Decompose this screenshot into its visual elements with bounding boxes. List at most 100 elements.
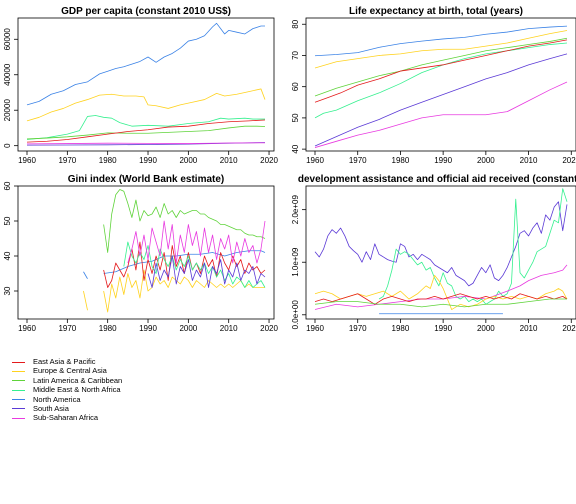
life-exp-x-tick-label: 2000 [477, 156, 495, 165]
gini-series-europe-central-asia [83, 290, 88, 311]
life-exp-y-axis: 40 50 60 70 80 [291, 19, 306, 154]
legend-label: North America [33, 394, 81, 404]
gdp-y-axis: 0 20000 40000 60000 [3, 28, 18, 148]
gini-y-tick-label: 40 [3, 251, 12, 260]
gini-x-tick-label: 1970 [58, 324, 76, 333]
gdp-y-tick-label: 60000 [3, 28, 12, 51]
oda-x-tick-label: 2010 [520, 324, 538, 333]
legend-item: Sub-Saharan Africa [12, 413, 232, 422]
gini-series-sub-saharan-africa [127, 220, 266, 264]
life-exp-y-tick-label: 80 [291, 19, 300, 28]
oda-series-south-asia [314, 201, 568, 287]
legend-line-swatch [12, 417, 25, 419]
gdp-series-lines [26, 22, 266, 146]
legend-item: Middle East & North Africa [12, 385, 232, 394]
legend-label: Latin America & Caribbean [33, 375, 123, 385]
legend-line-swatch [12, 361, 25, 363]
gini-series-lines [83, 189, 266, 313]
legend-line-swatch [12, 408, 25, 410]
gini-x-tick-label: 1980 [99, 324, 117, 333]
gini-plot-frame [17, 185, 275, 320]
gini-series-middle-east-north-africa [123, 241, 266, 288]
legend-label: Sub-Saharan Africa [33, 413, 99, 423]
panel-development-assistance: Net official development assistance and … [244, 174, 576, 333]
oda-x-tick-label: 2000 [477, 324, 495, 333]
gini-series-north-america [83, 271, 88, 279]
life-exp-x-tick-label: 1960 [306, 156, 324, 165]
legend-item: East Asia & Pacific [12, 357, 232, 366]
legend-item: North America [12, 395, 232, 404]
legend-label: Middle East & North Africa [33, 385, 121, 395]
life-exp-y-tick-label: 70 [291, 50, 300, 59]
gini-x-axis: 1960 1970 1980 1990 2000 2010 2020 [18, 319, 278, 333]
gini-series-europe-central-asia [103, 269, 265, 313]
gdp-x-tick-label: 1980 [99, 156, 117, 165]
life-exp-x-tick-label: 1980 [392, 156, 410, 165]
legend-label: Europe & Central Asia [33, 366, 107, 376]
legend-item: South Asia [12, 404, 232, 413]
gini-x-tick-label: 2010 [220, 324, 238, 333]
life-exp-series-middle-east-north-africa [314, 42, 568, 119]
gini-y-axis: 30 40 50 60 [3, 181, 18, 295]
gdp-series-sub-saharan-africa [26, 142, 266, 145]
oda-x-tick-label: 1980 [392, 324, 410, 333]
oda-x-tick-label: 1970 [349, 324, 367, 333]
legend-line-swatch [12, 380, 25, 382]
oda-x-axis: 1960 1970 1980 1990 2000 2010 2020 [306, 319, 576, 333]
oda-y-tick-label: 0.0e+00 [291, 300, 300, 330]
oda-series-lines [314, 188, 568, 315]
gdp-series-east-asia-pacific [26, 119, 266, 143]
gdp-x-tick-label: 2000 [179, 156, 197, 165]
life-exp-series-sub-saharan-africa [314, 81, 568, 148]
life-exp-series-east-asia-pacific [314, 39, 568, 103]
gini-series-south-asia [147, 255, 266, 288]
legend: East Asia & Pacific Europe & Central Asia… [12, 357, 232, 423]
gini-chart-title: Gini index (World Bank estimate) [68, 174, 225, 185]
legend-item: Europe & Central Asia [12, 366, 232, 375]
gini-y-tick-label: 30 [3, 286, 12, 295]
gini-x-tick-label: 2000 [179, 324, 197, 333]
life-exp-series-lines [314, 25, 568, 148]
gdp-x-tick-label: 1960 [18, 156, 36, 165]
gdp-series-middle-east-north-africa [26, 115, 265, 140]
gini-x-tick-label: 2020 [260, 324, 278, 333]
life-exp-chart-title: Life expectancy at birth, total (years) [349, 6, 523, 17]
gdp-y-tick-label: 0 [3, 143, 12, 148]
gdp-y-tick-label: 20000 [3, 99, 12, 122]
gdp-x-tick-label: 1990 [139, 156, 157, 165]
panel-life-expectancy: Life expectancy at birth, total (years) … [291, 6, 576, 165]
legend-line-swatch [12, 370, 25, 372]
oda-series-latin-america-caribbean [314, 298, 567, 308]
oda-y-tick-label: 2.0e+09 [291, 195, 300, 225]
gdp-x-tick-label: 2010 [220, 156, 238, 165]
gdp-x-tick-label: 2020 [260, 156, 278, 165]
gdp-x-axis: 1960 1970 1980 1990 2000 2010 2020 [18, 151, 278, 165]
gini-x-tick-label: 1960 [18, 324, 36, 333]
oda-chart-title: Net official development assistance and … [244, 174, 576, 185]
gini-series-latin-america-caribbean [103, 189, 266, 253]
oda-x-tick-label: 2020 [562, 324, 576, 333]
gdp-y-tick-label: 40000 [3, 63, 12, 86]
gdp-series-latin-america-caribbean [26, 125, 266, 140]
life-exp-x-tick-label: 2020 [562, 156, 576, 165]
legend-line-swatch [12, 389, 25, 391]
life-exp-series-latin-america-caribbean [314, 37, 568, 97]
gdp-series-north-america [26, 22, 265, 106]
life-exp-y-tick-label: 40 [291, 144, 300, 153]
life-exp-x-tick-label: 1990 [434, 156, 452, 165]
oda-series-east-asia-pacific [314, 293, 568, 305]
panel-gini-index: Gini index (World Bank estimate) 1960 197… [3, 174, 278, 333]
gini-y-tick-label: 50 [3, 216, 12, 225]
oda-plot-frame [305, 185, 576, 320]
life-exp-x-tick-label: 2010 [520, 156, 538, 165]
gdp-chart-title: GDP per capita (constant 2010 US$) [61, 6, 231, 17]
oda-series-sub-saharan-africa [314, 264, 568, 310]
life-exp-y-tick-label: 50 [291, 113, 300, 122]
legend-label: South Asia [33, 403, 69, 413]
life-exp-y-tick-label: 60 [291, 82, 300, 91]
oda-series-middle-east-north-africa [378, 188, 568, 305]
panel-gdp-per-capita: GDP per capita (constant 2010 US$) 1960 1… [3, 6, 278, 165]
life-exp-series-south-asia [314, 53, 568, 147]
life-exp-x-tick-label: 1970 [349, 156, 367, 165]
